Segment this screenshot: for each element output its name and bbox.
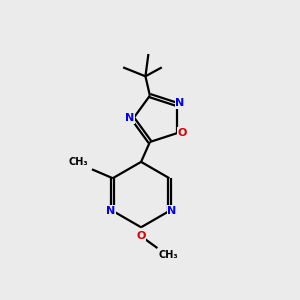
Text: CH₃: CH₃ (69, 157, 88, 167)
Text: O: O (136, 231, 146, 241)
Text: O: O (178, 128, 187, 137)
Text: CH₃: CH₃ (159, 250, 178, 260)
Text: N: N (176, 98, 185, 108)
Text: N: N (125, 113, 135, 123)
Text: N: N (167, 206, 176, 216)
Text: N: N (106, 206, 115, 216)
